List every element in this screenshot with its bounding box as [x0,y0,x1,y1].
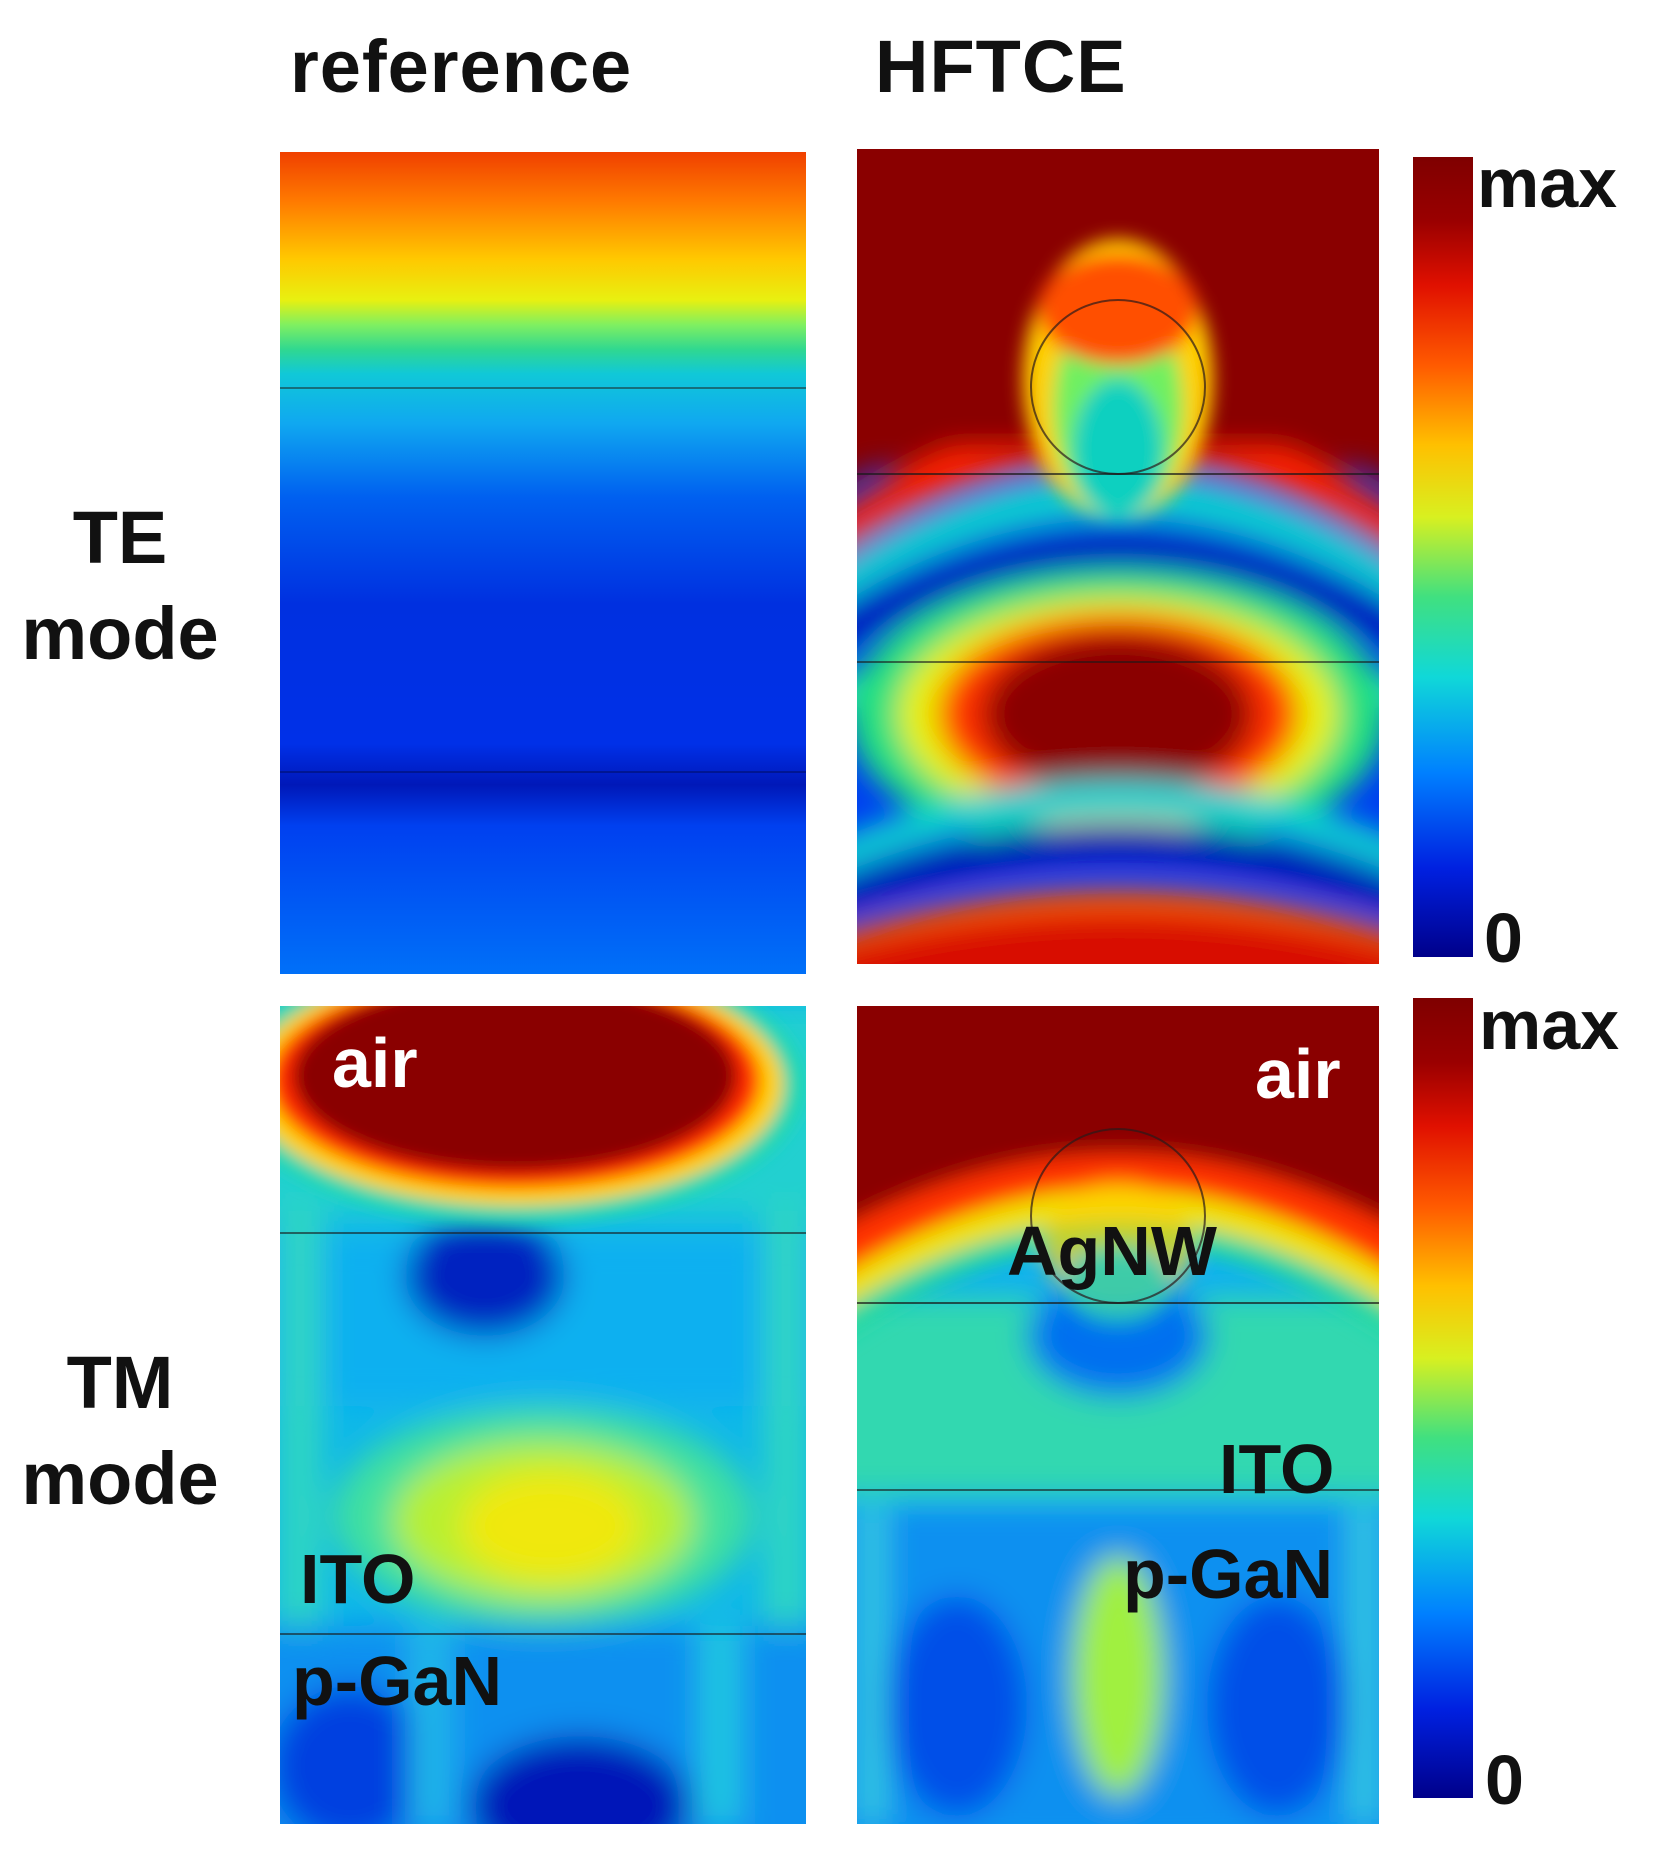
colorbar-tm [1413,998,1473,1798]
row-title-tm-line2: mode [21,1437,219,1520]
row-title-te-line2: mode [21,592,219,675]
panel-te-reference [280,152,806,974]
row-title-te-line1: TE [72,496,168,579]
tm-hftce-ito-label: ITO [1219,1430,1335,1508]
panel-te-hftce [857,149,1379,964]
colorbar-te-min-label: 0 [1484,899,1523,977]
tm-reference-air-label: air [332,1024,418,1102]
tm-reference-ito-label: ITO [300,1540,416,1618]
tm-hftce-air-label: air [1255,1035,1341,1113]
colorbar-te-max-label: max [1477,144,1618,222]
panel-tm-reference: air ITO p-GaN [280,1006,806,1824]
column-title-hftce: HFTCE [875,25,1127,108]
colorbar-tm-min-label: 0 [1485,1741,1524,1819]
column-title-reference: reference [290,25,633,108]
row-title-tm-line1: TM [66,1341,174,1424]
tm-hftce-pgan-label: p-GaN [1123,1535,1333,1613]
row-title-tm: TM mode [0,1335,240,1527]
tm-hftce-agnw-label: AgNW [1007,1212,1217,1290]
tm-reference-pgan-label: p-GaN [292,1642,502,1720]
te-reference-bottom-lobe [343,834,743,974]
colorbar-te [1413,157,1473,957]
panel-tm-hftce: air AgNW ITO p-GaN [857,1006,1379,1824]
row-title-te: TE mode [0,490,240,682]
colorbar-tm-max-label: max [1479,986,1620,1064]
